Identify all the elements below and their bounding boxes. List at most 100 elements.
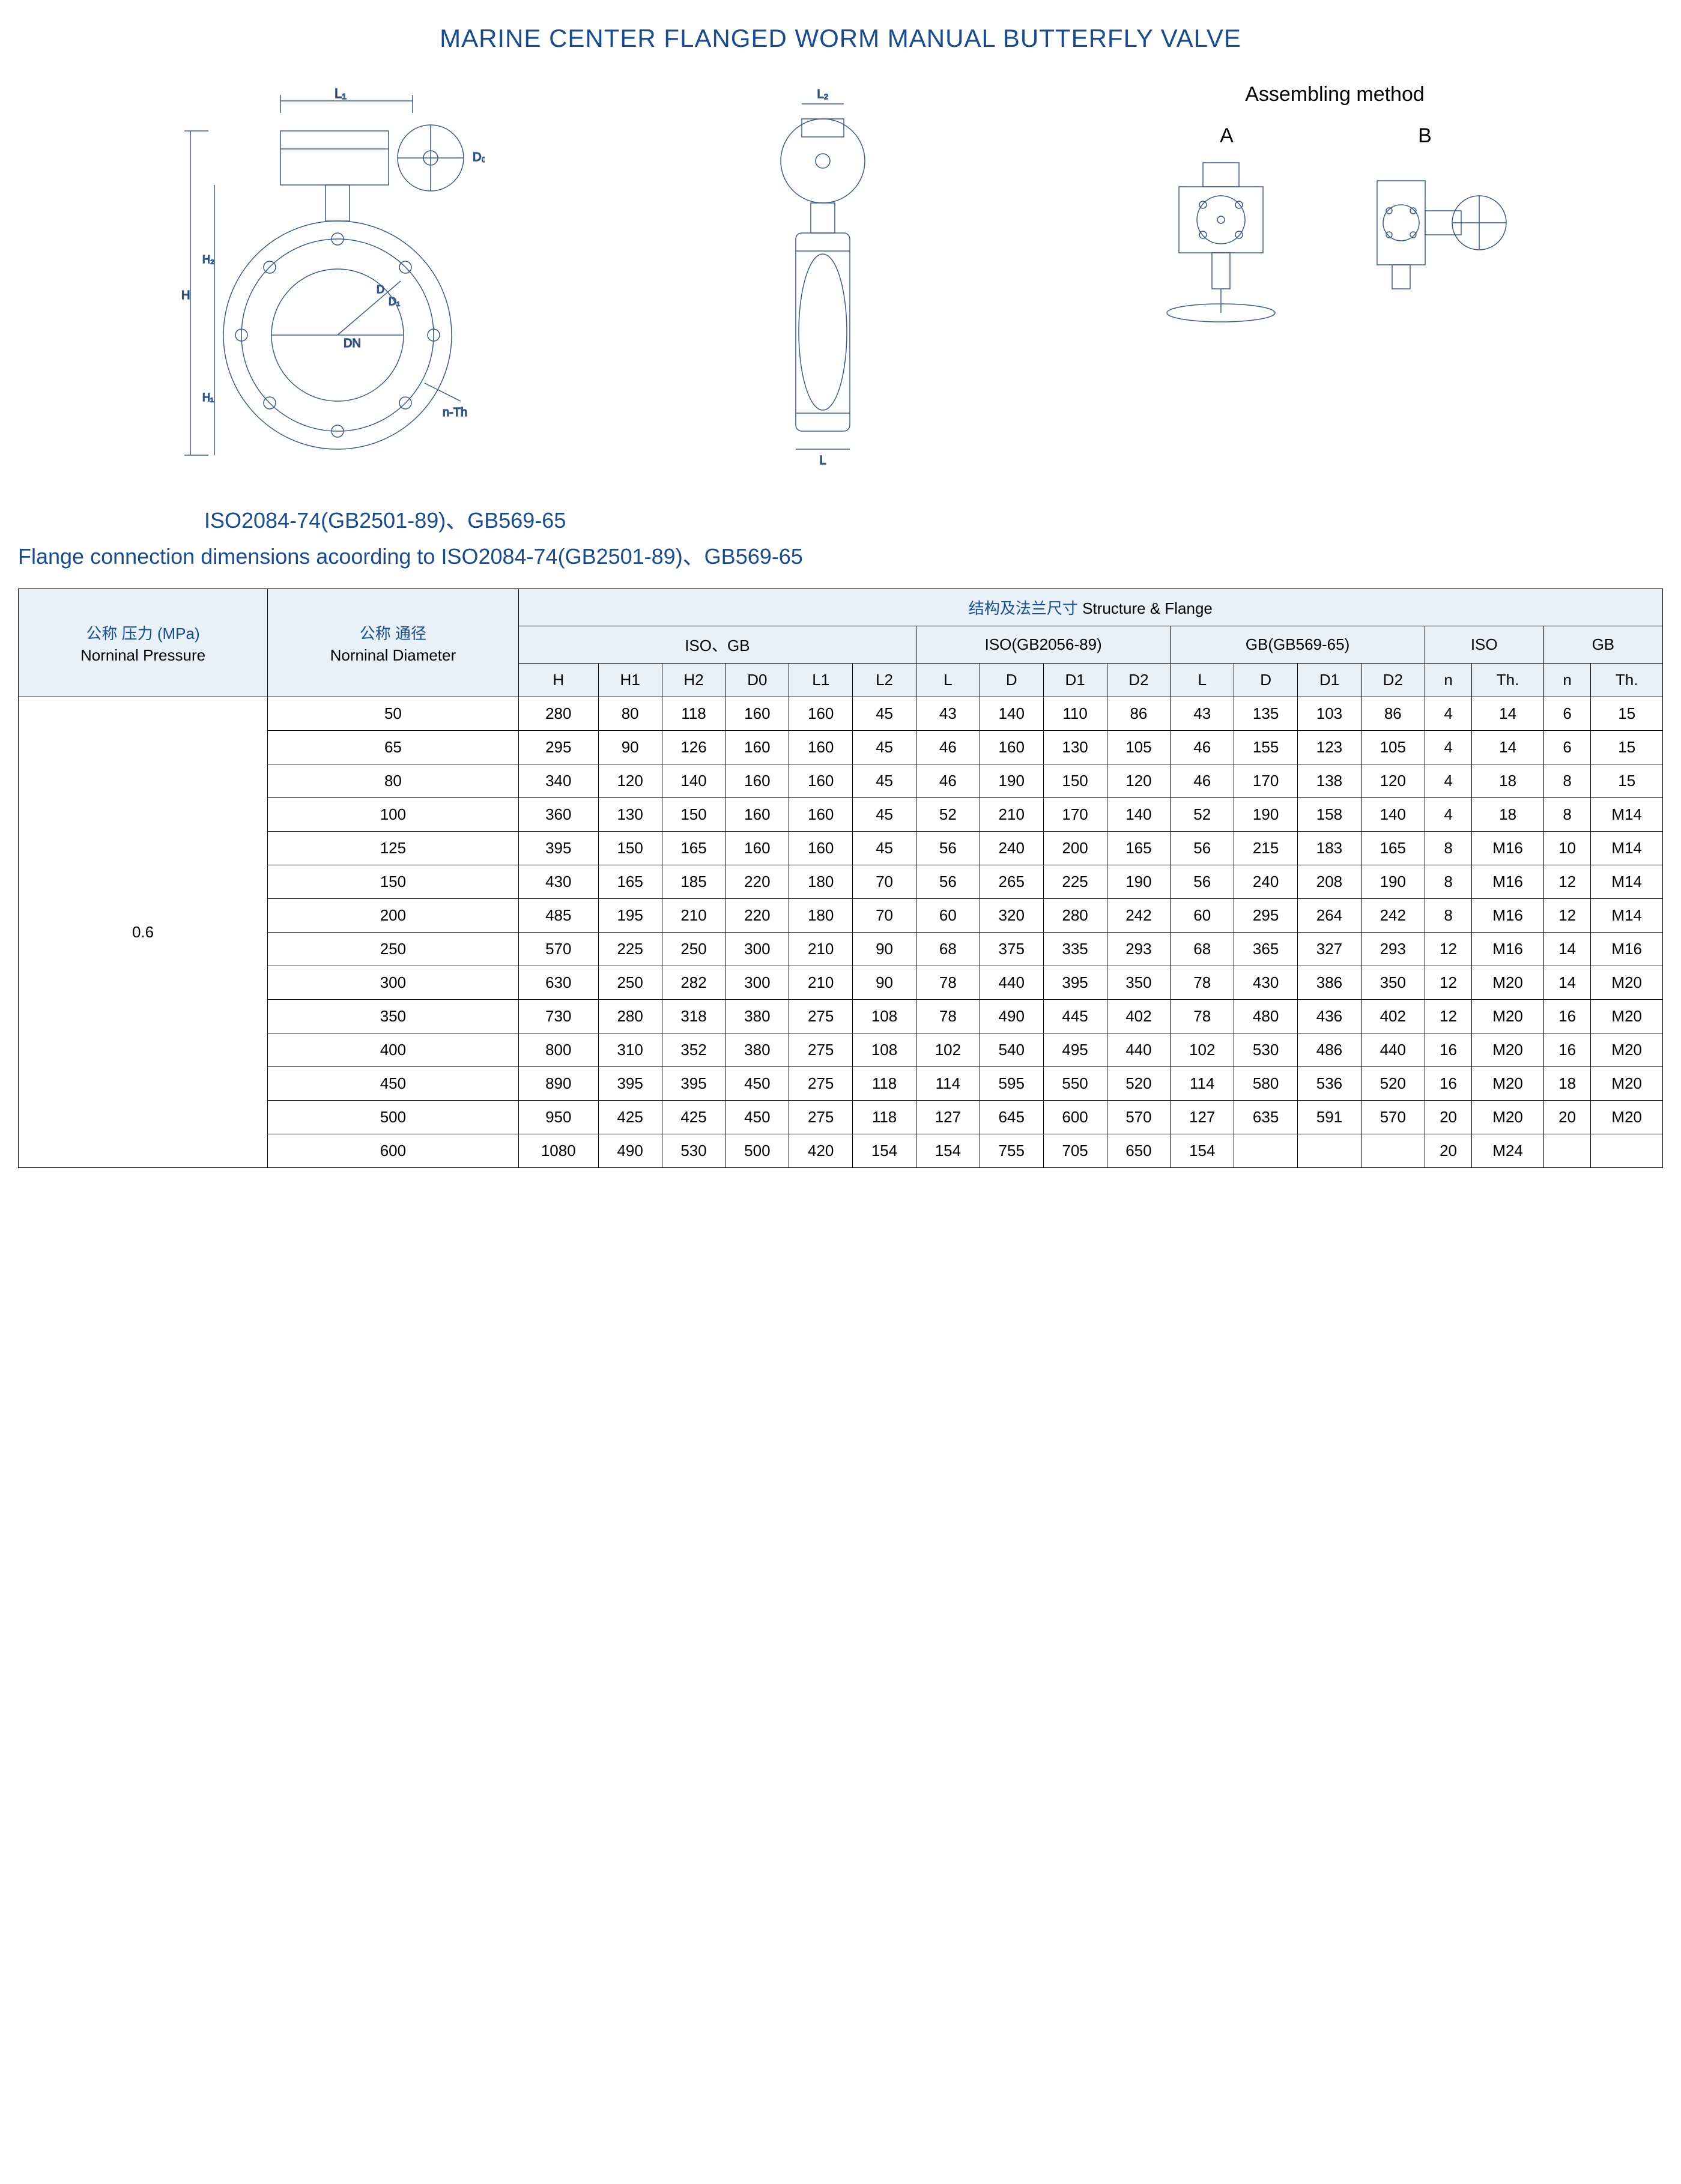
- cell-value: 110: [1043, 697, 1107, 731]
- cell-value: 183: [1298, 832, 1361, 865]
- cell-value: 16: [1425, 1067, 1472, 1101]
- cell-value: 630: [518, 966, 598, 1000]
- cell-value: 160: [789, 764, 853, 798]
- cell-value: 130: [598, 798, 662, 832]
- cell-value: 14: [1543, 933, 1591, 966]
- cell-value: [1591, 1134, 1663, 1168]
- cell-value: 440: [1361, 1033, 1425, 1067]
- cell-value: 340: [518, 764, 598, 798]
- th-col: n: [1543, 664, 1591, 697]
- standards-line: ISO2084-74(GB2501-89)、GB569-65: [18, 503, 1663, 534]
- cell-value: 46: [1171, 731, 1234, 764]
- cell-value: 335: [1043, 933, 1107, 966]
- cell-value: [1543, 1134, 1591, 1168]
- svg-text:n-Th: n-Th: [443, 406, 467, 419]
- cell-value: 14: [1472, 731, 1543, 764]
- cell-value: 78: [916, 1000, 980, 1033]
- svg-text:L: L: [819, 454, 826, 467]
- cell-value: M20: [1472, 1033, 1543, 1067]
- cell-value: 68: [1171, 933, 1234, 966]
- cell-value: 56: [1171, 865, 1234, 899]
- cell-value: 240: [980, 832, 1043, 865]
- cell-value: 16: [1543, 1000, 1591, 1033]
- cell-value: 135: [1234, 697, 1298, 731]
- svg-text:D: D: [377, 283, 384, 295]
- cell-value: 395: [662, 1067, 725, 1101]
- th-col: D: [1234, 664, 1298, 697]
- cell-value: 105: [1361, 731, 1425, 764]
- dimensions-table: 公称 压力 (MPa) Norninal Pressure 公称 通径 Norn…: [18, 588, 1663, 1168]
- cell-value: 225: [1043, 865, 1107, 899]
- cell-value: M14: [1591, 865, 1663, 899]
- cell-value: 520: [1361, 1067, 1425, 1101]
- cell-value: 425: [598, 1101, 662, 1134]
- cell-value: 45: [853, 731, 916, 764]
- cell-value: 15: [1591, 764, 1663, 798]
- assembling-title: Assembling method: [1245, 83, 1425, 106]
- cell-value: 20: [1543, 1101, 1591, 1134]
- cell-value: 275: [789, 1067, 853, 1101]
- cell-value: 395: [518, 832, 598, 865]
- cell-value: 160: [725, 832, 789, 865]
- cell-value: M20: [1591, 1067, 1663, 1101]
- cell-value: 160: [789, 832, 853, 865]
- cell-diameter: 200: [268, 899, 519, 933]
- cell-value: 102: [916, 1033, 980, 1067]
- cell-value: 52: [916, 798, 980, 832]
- cell-value: 15: [1591, 697, 1663, 731]
- th-structure-flange: 结构及法兰尺寸 Structure & Flange: [518, 589, 1662, 626]
- cell-value: 600: [1043, 1101, 1107, 1134]
- cell-value: 154: [1171, 1134, 1234, 1168]
- cell-value: 215: [1234, 832, 1298, 865]
- cell-value: 160: [725, 697, 789, 731]
- cell-value: 160: [789, 731, 853, 764]
- cell-value: 160: [789, 697, 853, 731]
- cell-value: 520: [1107, 1067, 1171, 1101]
- cell-value: 150: [662, 798, 725, 832]
- cell-value: 86: [1107, 697, 1171, 731]
- cell-value: 275: [789, 1033, 853, 1067]
- cell-value: 154: [916, 1134, 980, 1168]
- cell-value: 375: [980, 933, 1043, 966]
- cell-value: 430: [518, 865, 598, 899]
- cell-value: 180: [789, 899, 853, 933]
- cell-diameter: 250: [268, 933, 519, 966]
- cell-value: 46: [916, 764, 980, 798]
- cell-value: [1361, 1134, 1425, 1168]
- cell-value: 103: [1298, 697, 1361, 731]
- cell-value: 4: [1425, 697, 1472, 731]
- cell-value: 295: [1234, 899, 1298, 933]
- cell-value: 154: [853, 1134, 916, 1168]
- svg-text:L₂: L₂: [817, 88, 828, 101]
- cell-value: 490: [598, 1134, 662, 1168]
- cell-value: 220: [725, 865, 789, 899]
- th-gb: GB: [1543, 626, 1662, 664]
- cell-value: 190: [1234, 798, 1298, 832]
- cell-value: 140: [662, 764, 725, 798]
- cell-value: M20: [1591, 1101, 1663, 1134]
- cell-value: 165: [1107, 832, 1171, 865]
- cell-value: 591: [1298, 1101, 1361, 1134]
- cell-value: 350: [1361, 966, 1425, 1000]
- cell-value: M16: [1472, 933, 1543, 966]
- cell-value: 320: [980, 899, 1043, 933]
- cell-value: 18: [1472, 764, 1543, 798]
- cell-value: 52: [1171, 798, 1234, 832]
- cell-value: M14: [1591, 798, 1663, 832]
- cell-value: 890: [518, 1067, 598, 1101]
- cell-value: [1298, 1134, 1361, 1168]
- cell-value: 8: [1543, 798, 1591, 832]
- cell-value: 580: [1234, 1067, 1298, 1101]
- cell-value: 170: [1043, 798, 1107, 832]
- cell-value: 318: [662, 1000, 725, 1033]
- cell-value: 360: [518, 798, 598, 832]
- cell-value: 86: [1361, 697, 1425, 731]
- svg-text:H₂: H₂: [202, 253, 214, 265]
- cell-value: 46: [916, 731, 980, 764]
- cell-value: 210: [789, 933, 853, 966]
- th-col: D1: [1043, 664, 1107, 697]
- cell-value: M16: [1472, 865, 1543, 899]
- cell-value: 210: [980, 798, 1043, 832]
- cell-value: 150: [1043, 764, 1107, 798]
- cell-value: 420: [789, 1134, 853, 1168]
